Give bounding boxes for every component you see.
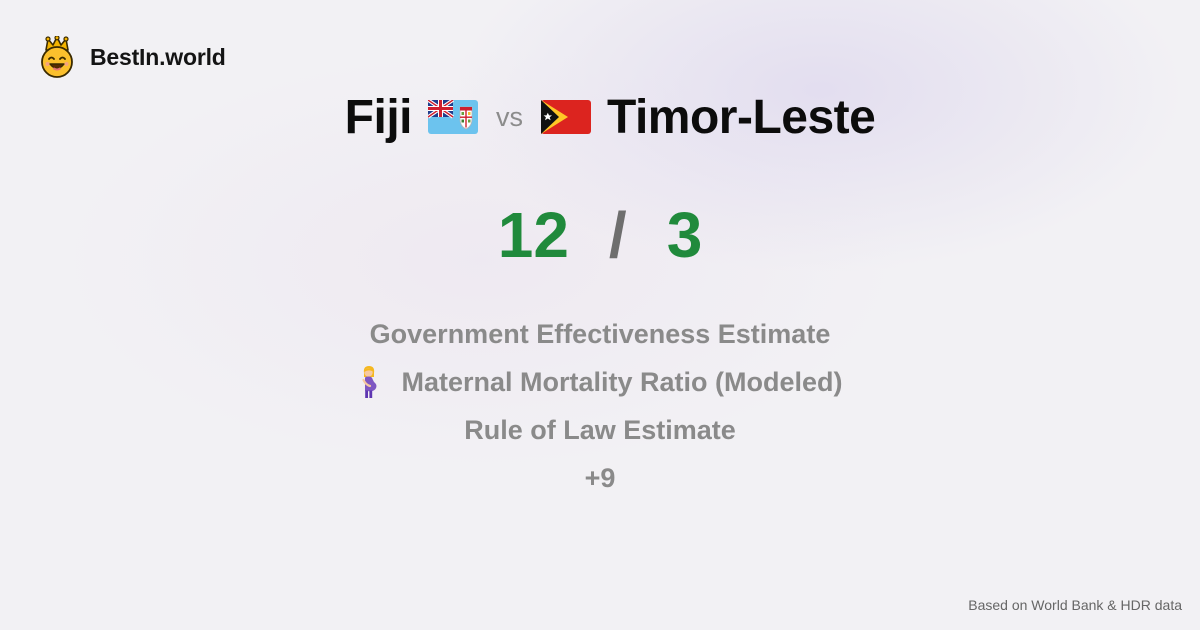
timor-leste-flag-icon	[540, 100, 591, 134]
metric-label: Rule of Law Estimate	[464, 414, 736, 445]
left-country-name: Fiji	[344, 90, 413, 144]
pregnant-woman-icon	[362, 366, 377, 398]
metric-label: Maternal Mortality Ratio (Modeled)	[401, 366, 843, 397]
vs-label: vs	[495, 101, 523, 132]
metric-item: Maternal Mortality Ratio (Modeled)	[357, 358, 843, 406]
metric-label: +9	[584, 462, 616, 493]
brand-name: BestIn.world	[90, 43, 226, 70]
metric-item: Government Effectiveness Estimate	[370, 310, 831, 358]
comparison-title: Fiji vs Timor-Leste	[0, 82, 1200, 152]
metric-more-count: +9	[585, 454, 616, 502]
score-separator: /	[608, 199, 627, 271]
metric-label: Government Effectiveness Estimate	[369, 318, 831, 349]
left-score: 12	[497, 199, 569, 271]
right-score: 3	[666, 199, 703, 271]
right-country-name: Timor-Leste	[606, 90, 876, 144]
metric-item: Rule of Law Estimate	[464, 406, 736, 454]
smiling-crowned-face-icon	[41, 36, 73, 78]
fiji-flag-icon	[427, 100, 478, 134]
score: 12 / 3	[0, 190, 1200, 280]
metric-list: Government Effectiveness Estimate Matern…	[0, 310, 1200, 502]
data-source-note: Based on World Bank & HDR data	[968, 597, 1182, 613]
brand[interactable]: BestIn.world	[38, 36, 226, 78]
